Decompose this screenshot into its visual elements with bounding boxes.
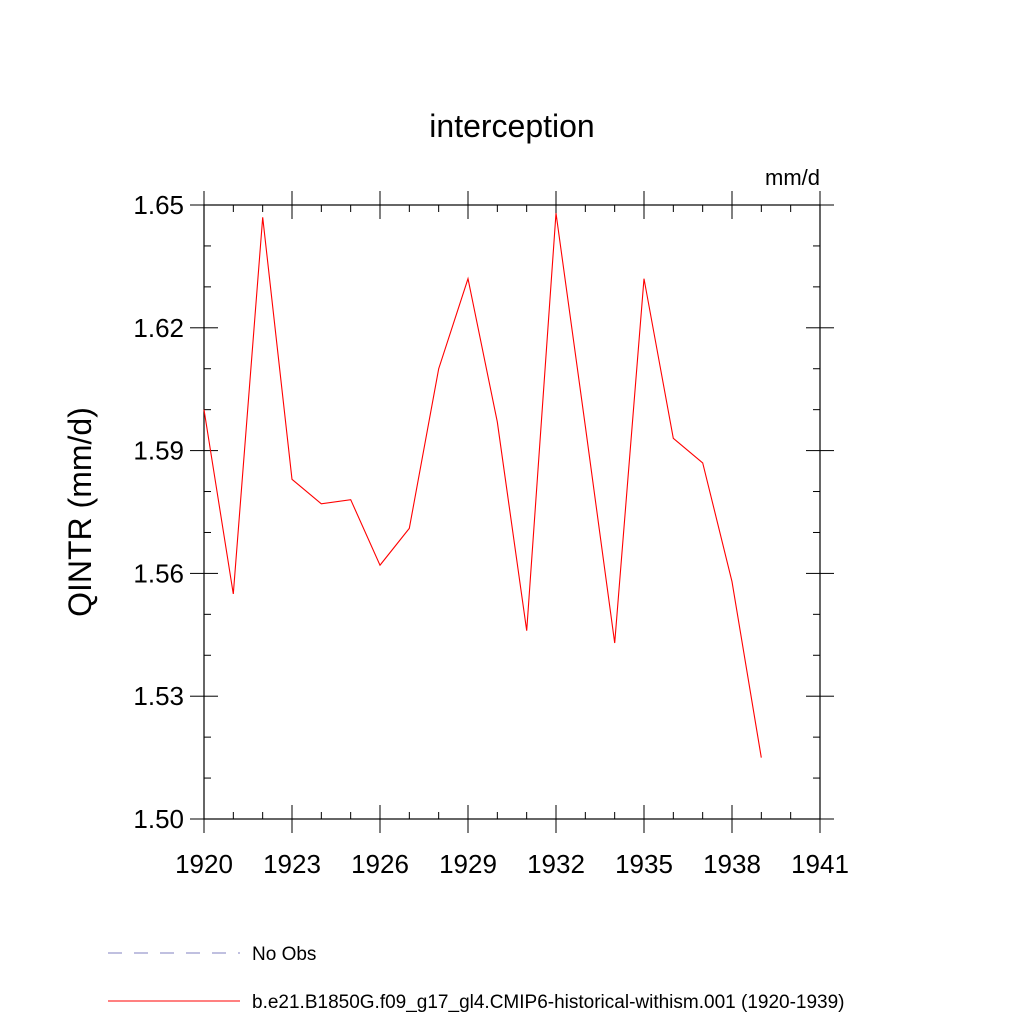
x-tick-label: 1926 <box>351 849 409 879</box>
y-tick-label: 1.65 <box>133 190 184 220</box>
series-line <box>203 213 762 758</box>
x-tick-label: 1941 <box>791 849 849 879</box>
y-tick-label: 1.53 <box>133 681 184 711</box>
legend-label: No Obs <box>252 944 316 965</box>
x-tick-label: 1920 <box>175 849 233 879</box>
plot-frame <box>203 204 821 820</box>
legend-label: b.e21.B1850G.f09_g17_gl4.CMIP6-historica… <box>252 992 845 1013</box>
y-tick-label: 1.62 <box>133 313 184 343</box>
x-tick-label: 1929 <box>439 849 497 879</box>
chart-title: interception <box>429 108 594 144</box>
x-tick-label: 1938 <box>703 849 761 879</box>
x-tick-label: 1932 <box>527 849 585 879</box>
x-tick-label: 1923 <box>263 849 321 879</box>
y-tick-label: 1.56 <box>133 558 184 588</box>
units-label: mm/d <box>765 165 820 190</box>
series-layer <box>203 213 762 758</box>
x-tick-label: 1935 <box>615 849 673 879</box>
y-tick-label: 1.59 <box>133 436 184 466</box>
axis-ticks <box>190 191 834 833</box>
axis-tick-labels: 1920 1923 1926 1929 1932 1935 1938 1941 1.50 1.53… <box>133 190 849 879</box>
legend: No Obs b.e21.B1850G.f09_g17_gl4.CMIP6-his… <box>108 944 845 1013</box>
y-axis-label: QINTR (mm/d) <box>62 407 98 617</box>
y-tick-label: 1.50 <box>133 804 184 834</box>
